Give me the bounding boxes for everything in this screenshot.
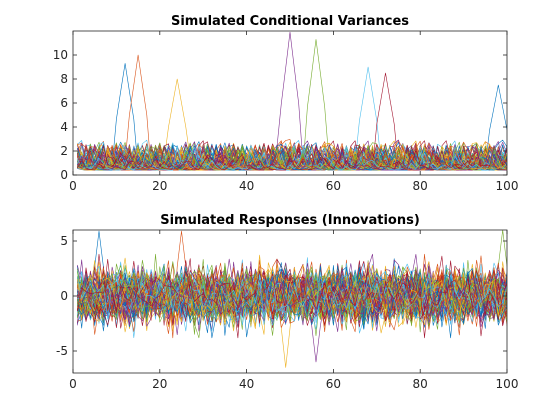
x-tick-label: 60	[326, 179, 341, 193]
y-tick-label: 0	[60, 168, 68, 182]
innovations-ticks: 0 20 40 60 80 100 -5 0 5	[56, 230, 518, 391]
x-tick-label: 100	[496, 179, 519, 193]
series-line	[77, 268, 507, 339]
conditional-variances-ticks: 0 20 40 60 80 100 0 2 4 6 8 10	[53, 31, 519, 193]
x-tick-label: 40	[239, 179, 254, 193]
innovations-title: Simulated Responses (Innovations)	[160, 213, 420, 228]
innovations-box	[72, 229, 508, 374]
conditional-variances-title: Simulated Conditional Variances	[171, 14, 409, 29]
series-line	[77, 143, 507, 171]
series-line	[77, 145, 507, 171]
x-tick-label: 40	[239, 377, 254, 391]
conditional-variances-series	[77, 31, 507, 171]
x-tick-label: 80	[413, 179, 428, 193]
x-tick-label: 0	[69, 179, 77, 193]
x-tick-label: 20	[152, 179, 167, 193]
y-tick-label: 8	[60, 72, 68, 86]
y-tick-label: 0	[60, 289, 68, 303]
y-tick-label: 2	[60, 144, 68, 158]
y-tick-label: 10	[53, 48, 68, 62]
series-line	[77, 145, 507, 171]
series-line	[77, 259, 507, 333]
y-tick-label: 6	[60, 96, 68, 110]
series-line	[77, 269, 507, 335]
series-line	[77, 267, 507, 320]
y-tick-label: -5	[56, 344, 68, 358]
x-tick-label: 100	[496, 377, 519, 391]
x-tick-label: 60	[326, 377, 341, 391]
conditional-variances-axes: Simulated Conditional Variances 0 20 40 60 8…	[53, 14, 519, 193]
x-tick-label: 20	[152, 377, 167, 391]
x-tick-label: 80	[413, 377, 428, 391]
y-tick-label: 5	[60, 234, 68, 248]
x-tick-label: 0	[69, 377, 77, 391]
innovations-axes: Simulated Responses (Innovations) 0 20 40 6…	[56, 213, 518, 391]
y-tick-label: 4	[60, 120, 68, 134]
innovations-series	[77, 230, 507, 368]
series-line	[77, 142, 507, 171]
series-line	[77, 272, 507, 325]
